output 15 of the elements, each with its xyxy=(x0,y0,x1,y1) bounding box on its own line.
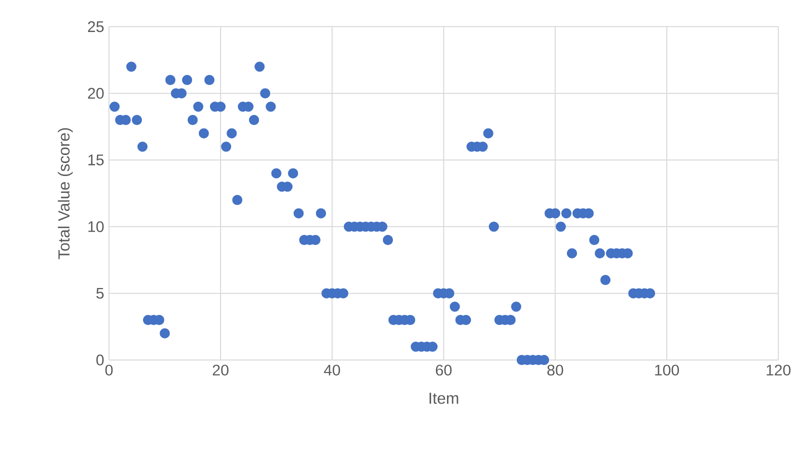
x-tick-label: 120 xyxy=(766,364,791,376)
y-axis-title: Total Value (score) xyxy=(58,128,73,260)
y-tick-label: 20 xyxy=(88,88,104,99)
y-tick-label: 0 xyxy=(96,354,104,366)
x-tick-label: 40 xyxy=(324,364,340,376)
x-tick-label: 0 xyxy=(105,364,113,376)
y-tick-label: 25 xyxy=(88,21,104,32)
y-tick-label: 10 xyxy=(88,221,104,232)
x-tick-label: 20 xyxy=(212,364,228,376)
x-tick-label: 60 xyxy=(436,364,452,376)
y-tick-label: 5 xyxy=(96,288,104,299)
x-tick-label: 80 xyxy=(547,364,564,376)
x-axis-title: Item xyxy=(430,392,458,404)
x-tick-label: 100 xyxy=(655,364,679,376)
y-tick-label: 15 xyxy=(88,154,104,166)
